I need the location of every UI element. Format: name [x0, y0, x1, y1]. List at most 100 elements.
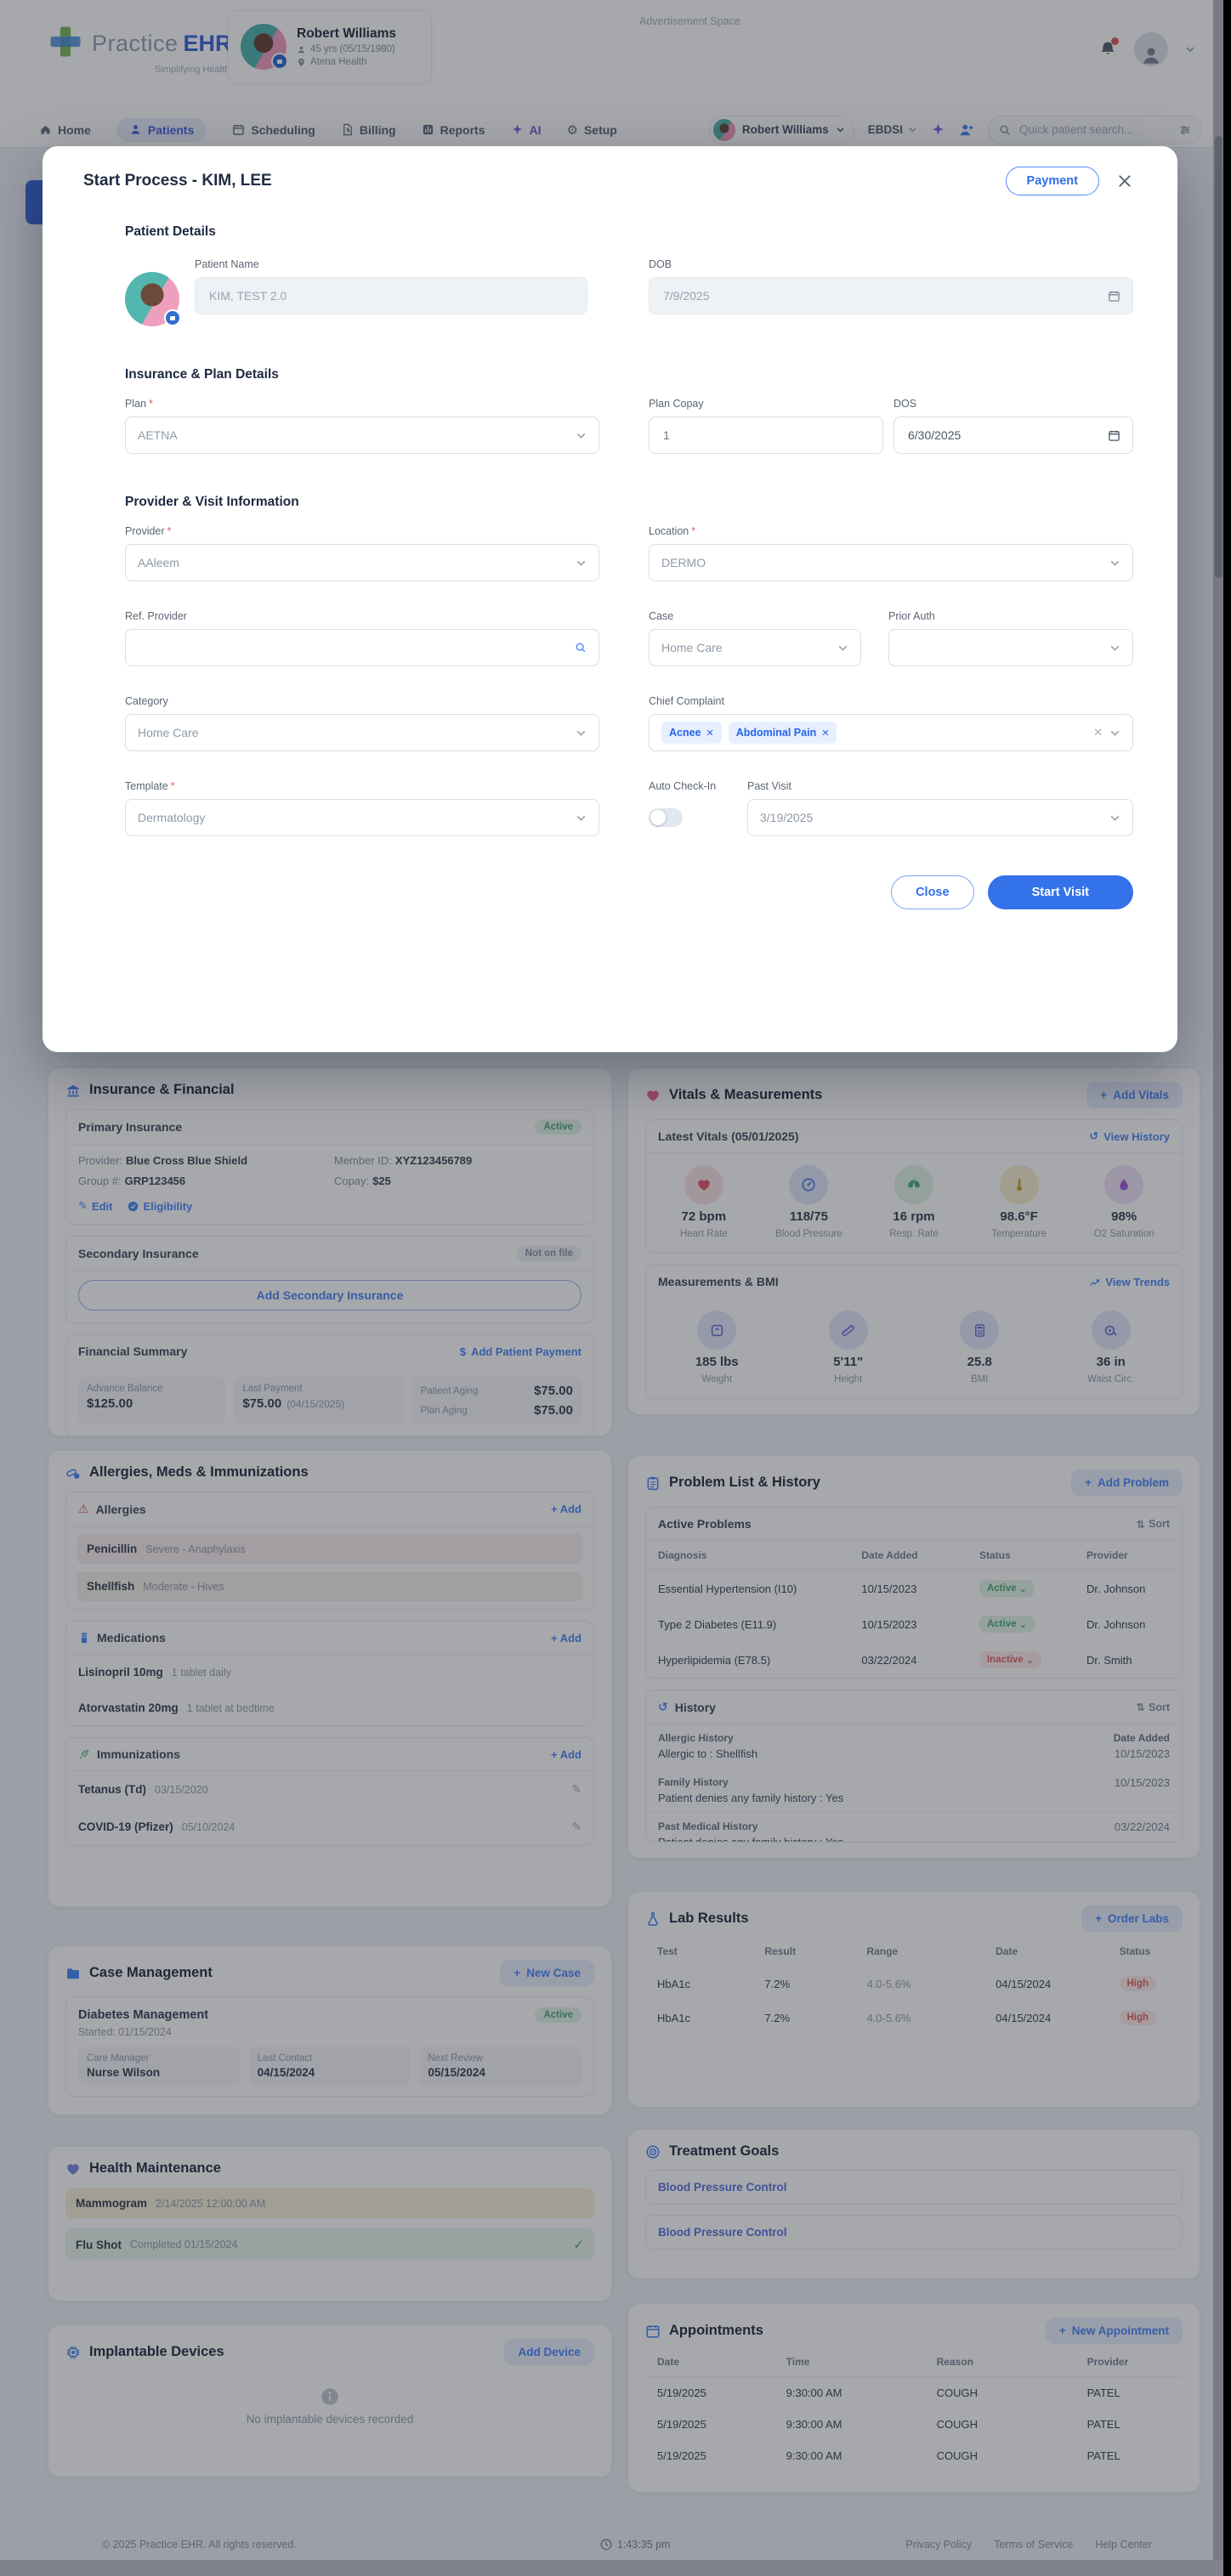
add-immunization-button[interactable]: + Add — [550, 1747, 581, 1761]
camera-icon[interactable] — [164, 309, 181, 326]
window-right-edge — [1223, 0, 1231, 2576]
help-center-link[interactable]: Help Center — [1095, 2539, 1152, 2551]
start-visit-button[interactable]: Start Visit — [987, 875, 1133, 909]
sort-button[interactable]: ⇅ Sort — [1136, 1518, 1170, 1531]
add-problem-button[interactable]: + Add Problem — [1071, 1469, 1183, 1496]
chip-remove-icon[interactable]: ✕ — [821, 728, 830, 739]
eligibility-link[interactable]: Eligibility — [128, 1199, 192, 1213]
health-item-row: Mammogram 2/14/2025 12:00:00 AM — [65, 2188, 594, 2218]
prior-auth-select[interactable] — [888, 629, 1133, 666]
user-menu-chevron-icon[interactable] — [1185, 44, 1195, 54]
close-button[interactable]: Close — [891, 875, 974, 909]
case-select[interactable]: Home Care — [649, 629, 861, 666]
calendar-icon[interactable] — [1108, 429, 1120, 442]
nav-item-reports[interactable]: Reports — [422, 123, 485, 137]
vital-temperature: 98.6°F Temperature — [967, 1165, 1072, 1239]
goal-row[interactable]: Blood Pressure Control — [645, 2170, 1183, 2205]
nav-item-home[interactable]: Home — [39, 123, 91, 137]
patient-switcher[interactable]: Robert Williams — [708, 115, 854, 144]
add-patient-payment-link[interactable]: $ Add Patient Payment — [459, 1345, 581, 1358]
dos-input[interactable] — [906, 427, 1108, 443]
implantable-devices-card: Implantable Devices Add Device No implan… — [48, 2324, 612, 2477]
plan-copay-input[interactable] — [661, 427, 871, 443]
dos-field[interactable] — [893, 416, 1133, 454]
view-trends-link[interactable]: View Trends — [1089, 1276, 1170, 1288]
nav-label: Scheduling — [251, 122, 315, 137]
plan-copay-field[interactable] — [649, 416, 883, 454]
complaint-chip[interactable]: Abdominal Pain ✕ — [728, 722, 837, 744]
add-medication-button[interactable]: + Add — [550, 1631, 581, 1645]
category-select[interactable]: Home Care — [125, 714, 599, 751]
edit-icon[interactable]: ✎ — [571, 1820, 581, 1833]
auto-checkin-toggle[interactable] — [649, 808, 683, 827]
status-pill[interactable]: Inactive ⌄ — [979, 1651, 1042, 1668]
search-input[interactable] — [1018, 122, 1172, 137]
payment-button[interactable]: Payment — [1005, 167, 1099, 195]
nav-item-billing[interactable]: Billing — [341, 123, 396, 137]
search-icon[interactable] — [575, 642, 587, 654]
close-icon[interactable] — [1118, 174, 1132, 188]
trend-icon — [1089, 1277, 1100, 1288]
status-pill[interactable]: Active ⌄ — [979, 1616, 1035, 1633]
nav-item-setup[interactable]: ⚙ Setup — [567, 122, 617, 138]
provider-select[interactable]: AAleem — [125, 544, 599, 581]
filter-sliders-icon[interactable] — [1179, 124, 1191, 136]
ai-sparkle-icon[interactable] — [931, 122, 945, 137]
nav-item-scheduling[interactable]: Scheduling — [232, 123, 315, 137]
location-select[interactable]: DERMO — [649, 544, 1133, 581]
add-allergy-button[interactable]: + Add — [550, 1503, 581, 1515]
edit-icon[interactable]: ✎ — [571, 1782, 581, 1796]
patient-banner[interactable]: Robert Williams 45 yrs (05/15/1980) Aten… — [228, 10, 432, 83]
plan-select[interactable]: AETNA — [125, 416, 599, 454]
chief-complaint-field[interactable]: Acnee ✕ Abdominal Pain ✕ ✕ — [649, 714, 1133, 751]
health-item-name: Mammogram — [76, 2197, 148, 2210]
dob-field — [649, 277, 1133, 314]
ref-provider-input[interactable] — [138, 640, 575, 655]
notifications-bell-icon[interactable] — [1098, 37, 1119, 59]
section-heading-patient-details: Patient Details — [125, 224, 216, 239]
new-appointment-button[interactable]: + New Appointment — [1045, 2318, 1183, 2344]
order-labs-button[interactable]: + Order Labs — [1081, 1905, 1183, 1932]
terms-link[interactable]: Terms of Service — [994, 2539, 1074, 2551]
template-select[interactable]: Dermatology — [125, 799, 599, 836]
ref-provider-field[interactable] — [125, 629, 599, 666]
add-patient-icon[interactable] — [959, 122, 974, 138]
scrollbar[interactable] — [1213, 0, 1223, 2560]
view-history-link[interactable]: ↺ View History — [1089, 1129, 1170, 1143]
nav-item-ai[interactable]: AI — [511, 123, 542, 137]
health-item-row: Flu Shot Completed 01/15/2024 ✓ — [65, 2228, 594, 2261]
complaint-chip[interactable]: Acnee ✕ — [661, 722, 722, 744]
add-secondary-insurance-button[interactable]: Add Secondary Insurance — [78, 1280, 581, 1311]
nav-item-patients[interactable]: Patients — [116, 117, 207, 142]
status-pill[interactable]: Active ⌄ — [979, 1580, 1035, 1597]
camera-icon[interactable] — [271, 53, 288, 70]
active-problems-title: Active Problems — [658, 1517, 752, 1531]
add-device-button[interactable]: Add Device — [504, 2339, 594, 2365]
sort-button[interactable]: ⇅ Sort — [1136, 1701, 1170, 1714]
plan-aging-value: $75.00 — [534, 1403, 573, 1418]
edit-insurance-link[interactable]: ✎ Edit — [78, 1199, 113, 1213]
immunization-date: 03/15/2020 — [155, 1783, 208, 1796]
user-avatar[interactable] — [1134, 32, 1168, 66]
calculator-icon — [960, 1311, 1000, 1350]
past-visit-select[interactable]: 3/19/2025 — [747, 799, 1133, 836]
add-vitals-button[interactable]: + Add Vitals — [1086, 1082, 1183, 1108]
chip-remove-icon[interactable]: ✕ — [706, 728, 714, 739]
chief-complaint-label: Chief Complaint — [649, 695, 724, 707]
modal-patient-avatar[interactable] — [125, 272, 181, 326]
quick-search[interactable] — [988, 115, 1202, 144]
new-case-button[interactable]: + New Case — [500, 1960, 594, 1986]
privacy-policy-link[interactable]: Privacy Policy — [905, 2539, 973, 2551]
search-icon — [999, 124, 1011, 136]
goal-row[interactable]: Blood Pressure Control — [645, 2215, 1183, 2250]
clear-all-icon[interactable]: ✕ — [1093, 726, 1103, 739]
practice-selector[interactable]: EBDSI — [868, 123, 917, 136]
modal-title: Start Process - KIM, LEE — [83, 172, 272, 190]
history-icon: ↺ — [658, 1700, 668, 1713]
past-visit-label: Past Visit — [747, 780, 791, 792]
allergies-title: Allergies — [95, 1502, 146, 1516]
chevron-down-icon — [576, 430, 587, 441]
patient-avatar[interactable] — [241, 24, 288, 70]
folder-icon — [65, 1966, 81, 1981]
scrollbar-thumb[interactable] — [1214, 136, 1222, 578]
